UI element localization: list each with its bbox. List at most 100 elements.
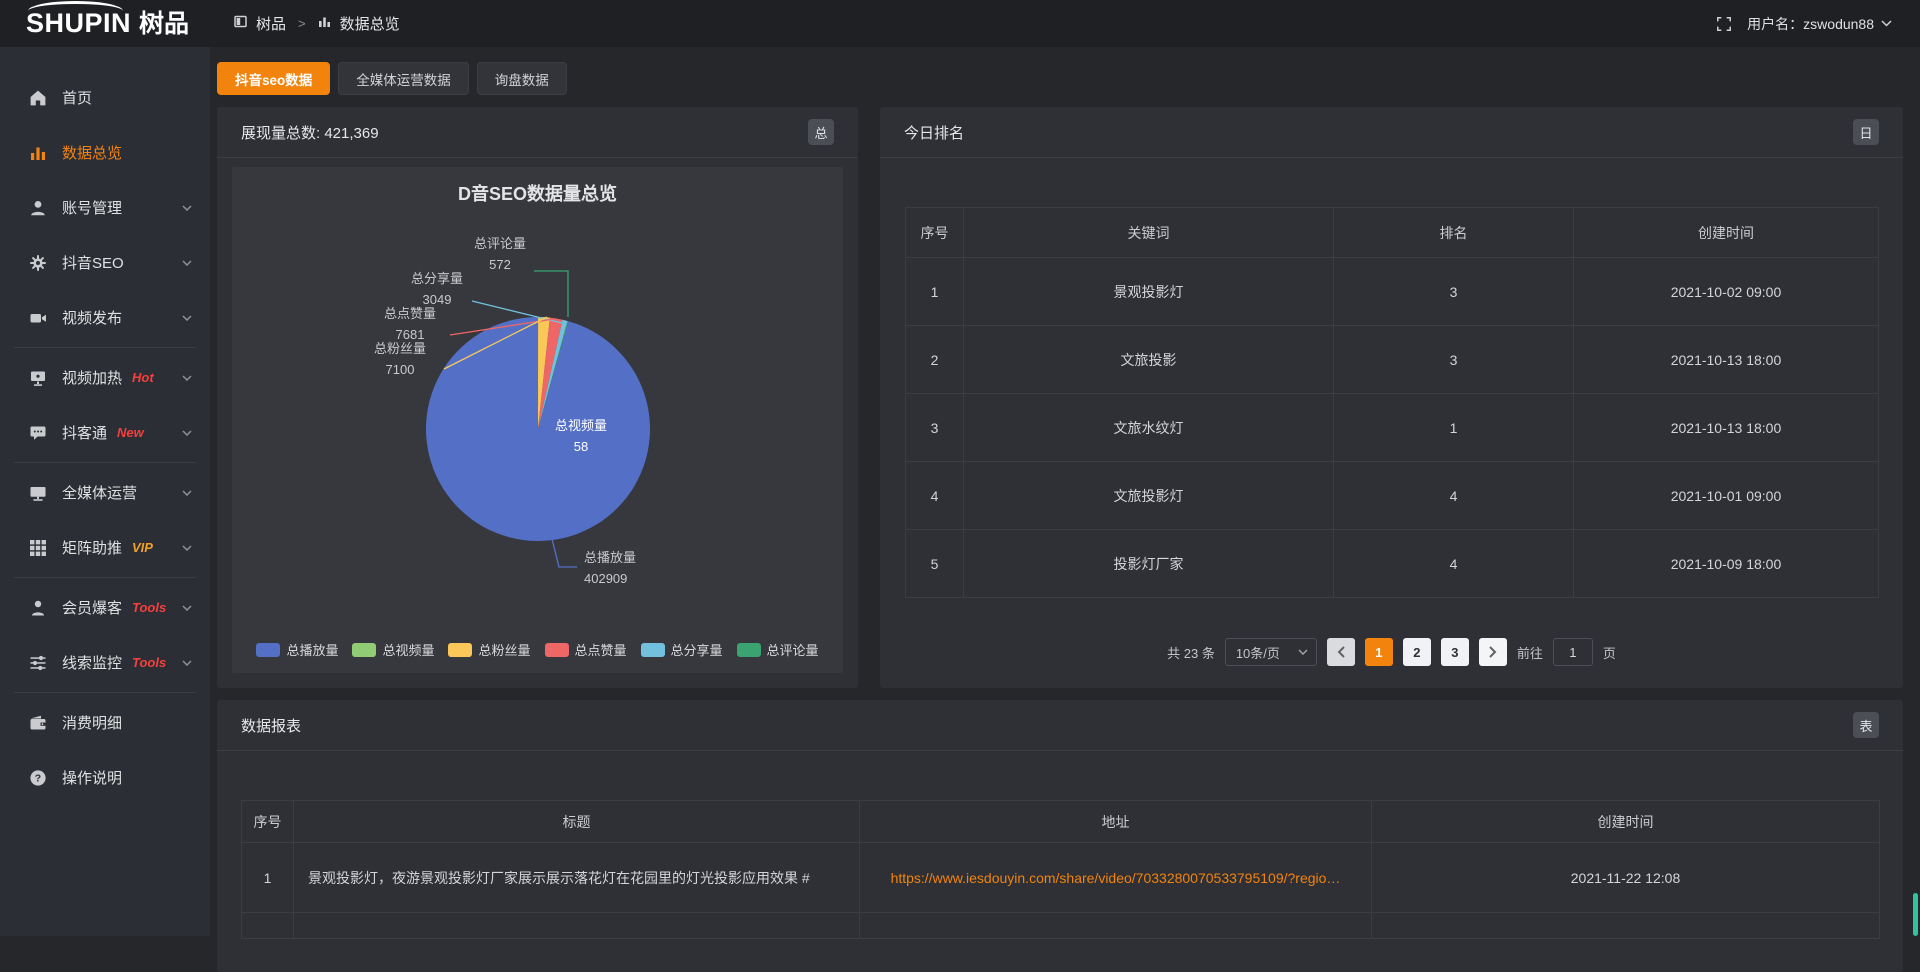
data-tabs: 抖音seo数据 全媒体运营数据 询盘数据	[217, 62, 567, 95]
chevron-down-icon	[1881, 20, 1892, 27]
app-logo: SHUPIN 树品	[0, 10, 212, 37]
legend-item-videos[interactable]: 总视频量	[352, 640, 434, 659]
pie-svg	[232, 167, 843, 673]
legend-swatch	[448, 643, 472, 657]
fullscreen-icon[interactable]	[1716, 16, 1732, 32]
video-title-cell: 景观投影灯，夜游景观投影灯厂家展示展示落花灯在花园里的灯光投影应用效果 #	[294, 843, 860, 913]
legend-item-shares[interactable]: 总分享量	[641, 640, 723, 659]
sidebar-item-doukezhong[interactable]: 抖客通 New	[0, 405, 210, 460]
legend-item-comments[interactable]: 总评论量	[737, 640, 819, 659]
tab-inquiry-data[interactable]: 询盘数据	[477, 62, 567, 95]
sidebar-item-video-heat[interactable]: 视频加热 Hot	[0, 350, 210, 405]
sidebar-item-label: 操作说明	[62, 767, 122, 788]
table-badge-button[interactable]: 表	[1853, 712, 1879, 738]
col-created: 创建时间	[1372, 801, 1880, 843]
chat-bubble-icon	[28, 423, 48, 443]
tools-badge: Tools	[132, 600, 166, 615]
sidebar-divider	[14, 462, 196, 463]
next-page-button[interactable]	[1479, 638, 1507, 666]
legend-swatch	[737, 643, 761, 657]
impressions-total-label: 展现量总数: 421,369	[241, 122, 379, 143]
legend-item-plays[interactable]: 总播放量	[256, 640, 338, 659]
sidebar-item-video-publish[interactable]: 视频发布	[0, 290, 210, 345]
page-button-2[interactable]: 2	[1403, 638, 1431, 666]
sidebar-item-help[interactable]: ? 操作说明	[0, 750, 210, 805]
ranking-card-title: 今日排名	[904, 122, 964, 143]
monitor-icon	[28, 483, 48, 503]
table-header-row: 序号 关键词 排名 创建时间	[906, 208, 1879, 258]
gear-icon	[28, 253, 48, 273]
chevron-down-icon	[182, 205, 192, 211]
sidebar-item-matrix-boost[interactable]: 矩阵助推 VIP	[0, 520, 210, 575]
leaderline-plays	[552, 539, 577, 567]
tab-media-operation-data[interactable]: 全媒体运营数据	[338, 62, 469, 95]
tab-douyin-seo-data[interactable]: 抖音seo数据	[217, 62, 330, 95]
chevron-down-icon	[182, 605, 192, 611]
video-camera-icon	[28, 308, 48, 328]
sidebar-item-spending-detail[interactable]: 消费明细	[0, 695, 210, 750]
leaderline-comments	[534, 271, 568, 317]
chevron-down-icon	[182, 315, 192, 321]
chevron-down-icon	[182, 545, 192, 551]
tools-badge: Tools	[132, 655, 166, 670]
user-menu[interactable]: 用户名：zswodun88	[1747, 14, 1892, 34]
day-badge-button[interactable]: 日	[1853, 119, 1879, 145]
sidebar-item-member-leads[interactable]: 会员爆客 Tools	[0, 580, 210, 635]
top-bar: SHUPIN 树品 树品 > 数据总览 用户名：zswodun88	[0, 0, 1920, 47]
table-header-row: 序号 标题 地址 创建时间	[242, 801, 1880, 843]
sidebar-item-label: 矩阵助推	[62, 537, 122, 558]
bar-chart-icon	[28, 143, 48, 163]
report-card-header: 数据报表 表	[217, 700, 1903, 751]
report-card-title: 数据报表	[241, 715, 301, 736]
sidebar: 首页 数据总览 账号管理 抖音SEO 视频发布 视频加热 Hot 抖客通 New…	[0, 47, 210, 936]
goto-page-input[interactable]	[1553, 638, 1593, 666]
chevron-right-icon	[1489, 646, 1497, 658]
page-size-select[interactable]: 10条/页	[1225, 638, 1317, 666]
sidebar-item-home[interactable]: 首页	[0, 70, 210, 125]
home-icon	[28, 88, 48, 108]
grid-icon	[28, 538, 48, 558]
page-button-1[interactable]: 1	[1365, 638, 1393, 666]
col-title: 标题	[294, 801, 860, 843]
sidebar-item-clue-monitor[interactable]: 线索监控 Tools	[0, 635, 210, 690]
goto-label: 前往	[1517, 643, 1543, 662]
sidebar-item-label: 视频发布	[62, 307, 122, 328]
sidebar-item-accounts[interactable]: 账号管理	[0, 180, 210, 235]
table-row-partial	[242, 913, 1880, 939]
sidebar-item-label: 账号管理	[62, 197, 122, 218]
logo-arc	[28, 1, 123, 11]
overview-card-header: 展现量总数: 421,369 总	[217, 107, 858, 158]
sidebar-item-douyin-seo[interactable]: 抖音SEO	[0, 235, 210, 290]
pie-slice-总播放量[interactable]	[426, 317, 650, 541]
logo-text-en: SHUPIN	[26, 10, 131, 37]
sidebar-item-data-overview[interactable]: 数据总览	[0, 125, 210, 180]
sidebar-item-label: 抖客通	[62, 422, 107, 443]
breadcrumb-current-icon	[318, 15, 331, 32]
sidebar-item-label: 会员爆客	[62, 597, 122, 618]
wallet-icon	[28, 713, 48, 733]
prev-page-button[interactable]	[1327, 638, 1355, 666]
page-button-3[interactable]: 3	[1441, 638, 1469, 666]
sidebar-item-all-media[interactable]: 全媒体运营	[0, 465, 210, 520]
chart-legend: 总播放量 总视频量 总粉丝量 总点赞量 总分享量 总评论量	[232, 640, 843, 659]
pagination-total: 共 23 条	[1167, 643, 1215, 662]
breadcrumb-root-icon	[234, 15, 247, 32]
question-circle-icon: ?	[28, 768, 48, 788]
legend-item-fans[interactable]: 总粉丝量	[448, 640, 530, 659]
scrollbar-thumb[interactable]	[1913, 893, 1918, 936]
sidebar-item-label: 数据总览	[62, 142, 122, 163]
breadcrumb-current[interactable]: 数据总览	[340, 13, 400, 34]
col-url: 地址	[860, 801, 1372, 843]
video-link[interactable]: https://www.iesdouyin.com/share/video/70…	[891, 870, 1341, 886]
total-badge-button[interactable]: 总	[808, 119, 834, 145]
topbar-right: 用户名：zswodun88	[1716, 14, 1920, 34]
breadcrumb-root[interactable]: 树品	[256, 13, 286, 34]
legend-item-likes[interactable]: 总点赞量	[545, 640, 627, 659]
